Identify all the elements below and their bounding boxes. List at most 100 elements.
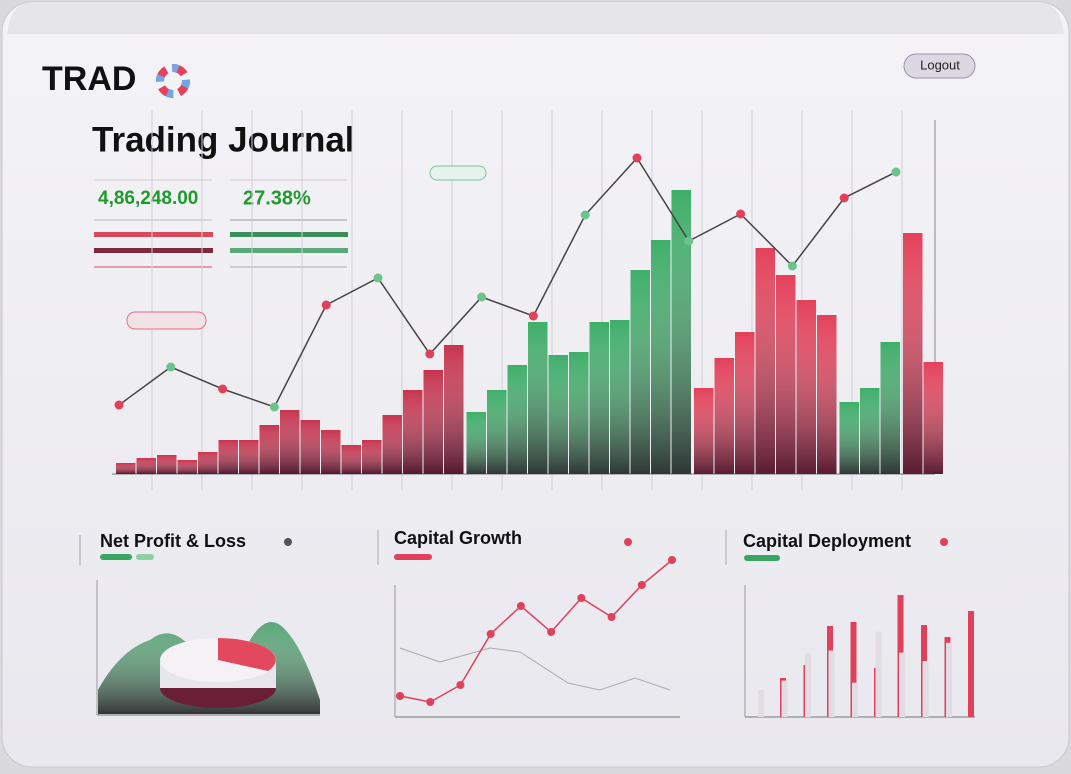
growth-point <box>426 698 435 706</box>
bar-shade <box>466 412 486 474</box>
bar-shade <box>860 388 880 474</box>
growth-line <box>399 559 673 703</box>
deployment-bar <box>850 622 857 717</box>
bar-shade <box>755 248 775 474</box>
growth-point <box>577 594 586 602</box>
bar-shade <box>694 388 714 474</box>
pnl-chart <box>96 580 320 716</box>
trend-point <box>580 210 590 220</box>
growth-point <box>607 613 616 621</box>
trend-point <box>166 362 176 372</box>
bar-ghost <box>852 682 858 717</box>
trend-point <box>528 311 538 321</box>
pills <box>126 165 487 330</box>
bar-shade <box>651 240 671 474</box>
bar-shade <box>735 332 755 474</box>
bar-shade <box>776 275 796 474</box>
panel-title: Capital Deployment <box>743 531 911 551</box>
logout-label[interactable]: Logout <box>920 57 960 72</box>
growth-point <box>516 602 525 610</box>
bar-ghost <box>922 661 929 717</box>
trend-point <box>684 236 694 246</box>
trend-point <box>425 349 435 359</box>
bar-shade <box>280 410 300 474</box>
trend-line <box>118 156 897 408</box>
bar-ghost <box>875 631 882 717</box>
bar-shade <box>880 342 900 474</box>
return: 27.38% <box>243 187 311 209</box>
logout-button[interactable] <box>903 53 976 79</box>
balance: 4,86,248.00 <box>98 188 198 209</box>
growth-point <box>456 681 465 689</box>
bar-shade <box>382 415 402 474</box>
bar-shade <box>157 455 177 474</box>
bar-shade <box>362 440 382 474</box>
page-title: Trading Journal <box>92 120 355 159</box>
trend-point <box>269 402 279 412</box>
bar-shade <box>487 390 507 474</box>
bar-shade <box>239 440 259 474</box>
brand-mark <box>156 64 190 98</box>
bar-shade <box>218 440 238 474</box>
stat-lines <box>94 179 348 268</box>
bar-shade <box>903 233 923 474</box>
bar-shade <box>569 352 589 474</box>
trend-point <box>218 384 228 394</box>
bar-shade <box>714 358 734 474</box>
bar-ghost <box>899 652 905 717</box>
bar-shade <box>548 355 568 474</box>
trend-point <box>114 400 124 410</box>
growth-point <box>637 581 646 589</box>
bar-shade <box>116 463 136 474</box>
deployment-bar <box>968 611 974 717</box>
bar-shade <box>403 390 423 474</box>
trend-point <box>321 300 331 310</box>
bar-shade <box>839 402 859 474</box>
trend-point <box>736 209 746 219</box>
bar-shade <box>198 452 218 474</box>
panel-badges <box>100 538 948 561</box>
bar-shade <box>630 270 650 474</box>
trend-point <box>839 193 849 203</box>
trend-point <box>632 153 642 163</box>
bar-shade <box>136 458 156 474</box>
top-bar <box>7 2 1064 34</box>
bar-shade <box>423 370 443 474</box>
bar-ghost <box>758 689 764 717</box>
bar-shade <box>923 362 943 474</box>
bar-shade <box>671 190 691 474</box>
growth-chart <box>394 556 680 718</box>
panel-title: Net Profit & Loss <box>100 531 246 551</box>
brand: TRAD <box>42 60 136 98</box>
growth-point <box>547 628 556 636</box>
deployment-chart <box>744 585 975 718</box>
bar-shade <box>259 425 279 474</box>
bar-shade <box>610 320 630 474</box>
trend-point <box>373 273 383 283</box>
trend-point <box>477 292 487 302</box>
bar-shade <box>321 430 341 474</box>
trend-point <box>787 261 797 271</box>
bar-shade <box>341 445 361 474</box>
main-chart <box>114 153 943 474</box>
growth-point <box>486 630 495 638</box>
bar-shade <box>507 365 527 474</box>
bar-shade <box>444 345 464 474</box>
bar-ghost <box>805 653 811 717</box>
growth-point <box>396 692 404 700</box>
bar-shade <box>300 420 320 474</box>
bar-ghost <box>781 680 788 717</box>
bar-shade <box>817 315 837 474</box>
bar-ghost <box>946 642 952 717</box>
trend-point <box>891 167 901 177</box>
growth-point <box>668 556 676 564</box>
bar-shade <box>589 322 609 474</box>
panel-rules <box>79 530 727 565</box>
bar-ghost <box>828 650 835 717</box>
bar-shade <box>528 322 548 474</box>
bar-shade <box>177 460 197 474</box>
bar-shade <box>796 300 816 474</box>
panel-title: Capital Growth <box>394 528 522 548</box>
